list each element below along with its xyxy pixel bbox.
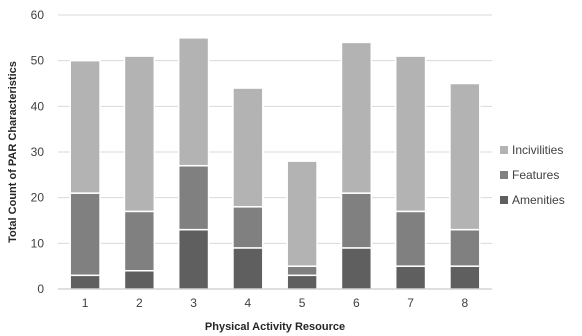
bar-segment-incivilities bbox=[177, 37, 210, 167]
bar-segment-features bbox=[394, 210, 427, 267]
x-tick-label: 6 bbox=[353, 296, 360, 310]
x-tick-label: 1 bbox=[82, 296, 89, 310]
x-tick-label: 8 bbox=[462, 296, 469, 310]
bar-segment-features bbox=[449, 228, 481, 267]
x-tick-label: 3 bbox=[190, 296, 197, 310]
bar-segment-incivilities bbox=[449, 82, 481, 231]
bar-segment-amenities bbox=[286, 274, 318, 290]
legend-swatch-amenities bbox=[500, 196, 508, 204]
legend: Incivilities Features Amenities bbox=[500, 143, 565, 207]
y-tick-label: 20 bbox=[31, 191, 45, 205]
bar-segment-incivilities bbox=[286, 160, 318, 267]
bar-segment-features bbox=[286, 265, 318, 277]
y-tick-label: 10 bbox=[31, 236, 45, 250]
y-tick-label: 30 bbox=[31, 145, 45, 159]
y-tick-label: 50 bbox=[31, 54, 45, 68]
y-axis-title: Total Count of PAR Characteristics bbox=[7, 61, 19, 243]
y-tick-label: 40 bbox=[31, 99, 45, 113]
bars bbox=[69, 37, 481, 290]
x-tick-label: 7 bbox=[407, 296, 414, 310]
bar-segment-features bbox=[123, 210, 156, 272]
bar-segment-features bbox=[69, 192, 101, 277]
bar-segment-incivilities bbox=[394, 55, 427, 213]
legend-label-amenities: Amenities bbox=[512, 193, 565, 207]
x-tick-label: 5 bbox=[299, 296, 306, 310]
y-tick-label: 60 bbox=[31, 8, 45, 22]
bar-segment-amenities bbox=[232, 247, 264, 290]
bar-segment-incivilities bbox=[232, 87, 264, 208]
legend-label-incivilities: Incivilities bbox=[512, 143, 563, 157]
x-axis-title: Physical Activity Resource bbox=[205, 321, 345, 333]
legend-swatch-features bbox=[500, 171, 508, 179]
y-axis-ticks: 0 10 20 30 40 50 60 bbox=[31, 8, 45, 296]
bar-segment-features bbox=[177, 164, 210, 231]
bar-segment-amenities bbox=[340, 247, 373, 290]
bar-segment-amenities bbox=[394, 265, 427, 290]
bar-segment-incivilities bbox=[69, 59, 101, 194]
bar-segment-features bbox=[340, 192, 373, 249]
x-tick-label: 4 bbox=[245, 296, 252, 310]
bar-segment-features bbox=[232, 206, 264, 249]
y-tick-label: 0 bbox=[37, 282, 44, 296]
x-axis-ticks: 1 2 3 4 5 6 7 8 bbox=[82, 296, 469, 310]
legend-label-features: Features bbox=[512, 168, 559, 182]
x-tick-label: 2 bbox=[136, 296, 143, 310]
bar-segment-amenities bbox=[449, 265, 481, 290]
legend-swatch-incivilities bbox=[500, 146, 508, 154]
bar-segment-amenities bbox=[177, 228, 210, 290]
gridlines bbox=[58, 14, 492, 244]
bar-segment-amenities bbox=[123, 269, 156, 290]
bar-segment-incivilities bbox=[123, 55, 156, 213]
bar-segment-incivilities bbox=[340, 41, 373, 194]
bar-segment-amenities bbox=[69, 274, 101, 290]
